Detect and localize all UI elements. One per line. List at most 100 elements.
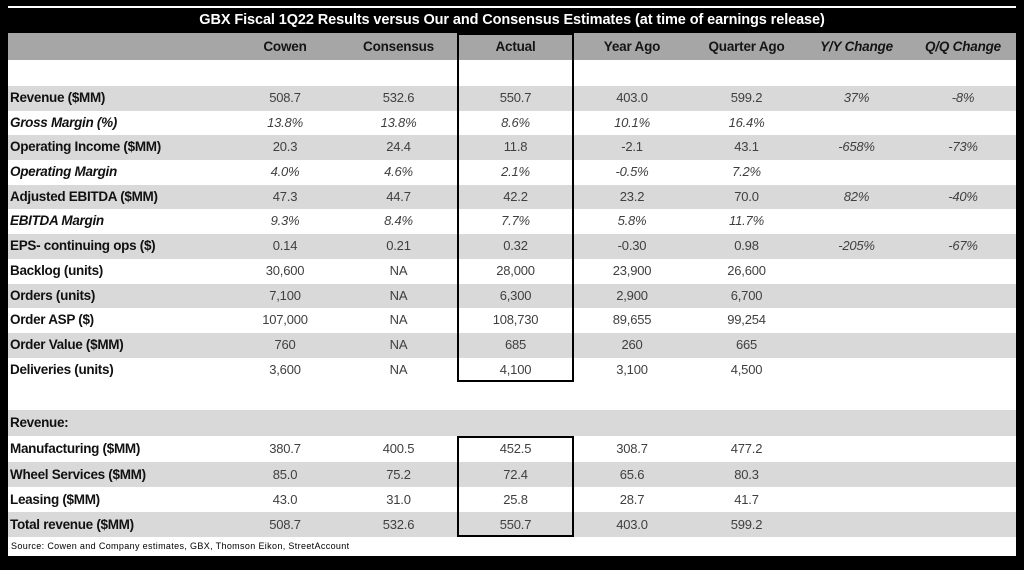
table-row: Revenue ($MM) 508.7 532.6 550.7 403.0 599.2 37…: [8, 86, 1016, 111]
table-row: Operating Margin 4.0% 4.6% 2.1% -0.5% 7.2%: [8, 160, 1016, 185]
cell-value: NA: [389, 312, 408, 328]
cell-value: 6,700: [730, 287, 763, 303]
row-label: Order ASP ($): [10, 312, 94, 328]
cell-value: 2,900: [616, 287, 648, 303]
row-label: Deliveries (units): [10, 361, 114, 377]
cell-value: [803, 358, 910, 383]
cell-value: -73%: [948, 139, 978, 155]
table-row: Total revenue ($MM) 508.7 532.6 550.7 403.0 5…: [8, 512, 1016, 538]
cell-value: [910, 111, 1016, 136]
row-label: Revenue ($MM): [10, 90, 106, 105]
cell-value: 65.6: [619, 466, 645, 482]
cell-value: 0.14: [272, 238, 298, 254]
cell-value: 685: [504, 336, 527, 352]
cell-value: 13.8%: [380, 114, 417, 130]
cell-value: 403.0: [616, 90, 648, 105]
cell-value: 23.2: [619, 188, 645, 204]
revenue-section-header: Revenue:: [8, 410, 1016, 437]
cell-value: 260: [621, 336, 643, 352]
table-row: Leasing ($MM) 43.0 31.0 25.8 28.7 41.7: [8, 486, 1016, 513]
cell-value: 28.7: [619, 491, 645, 507]
cell-value: 4.6%: [384, 164, 413, 180]
spacer-row: [8, 60, 1016, 86]
cell-value: 10.1%: [614, 114, 650, 130]
row-label: EBITDA Margin: [10, 213, 104, 229]
cell-value: 25.8: [503, 491, 528, 507]
table-row: Gross Margin (%) 13.8% 13.8% 8.6% 10.1% 16.4%: [8, 110, 1016, 136]
cell-value: 508.7: [269, 90, 301, 105]
cell-value: [910, 358, 1016, 383]
cell-value: [803, 436, 910, 461]
cell-value: [803, 308, 910, 333]
cell-value: [803, 487, 910, 512]
cell-value: 16.4%: [728, 114, 765, 130]
row-label: Operating Margin: [10, 164, 117, 180]
cell-value: 4.0%: [270, 164, 300, 180]
cell-value: 13.8%: [267, 114, 303, 130]
cell-value: 11.8: [503, 139, 528, 155]
cell-value: 0.32: [503, 238, 528, 254]
cell-value: 107,000: [262, 312, 308, 328]
cell-value: 599.2: [730, 517, 763, 533]
cell-value: 108,730: [492, 312, 539, 328]
cell-value: 599.2: [730, 90, 763, 105]
cell-value: [910, 209, 1016, 234]
column-header: Actual: [495, 39, 536, 54]
cell-value: [803, 462, 910, 487]
column-header: Cowen: [263, 39, 307, 54]
cell-value: [803, 512, 910, 537]
cell-value: 3,600: [269, 361, 301, 377]
cell-value: 7.2%: [732, 164, 761, 180]
table-row: EBITDA Margin 9.3% 8.4% 7.7% 5.8% 11.7%: [8, 209, 1016, 235]
table-row: EPS- continuing ops ($) 0.14 0.21 0.32 -0.30…: [8, 234, 1016, 259]
cell-value: 308.7: [616, 441, 648, 457]
table-row: Wheel Services ($MM) 85.0 75.2 72.4 65.6 80.3: [8, 461, 1016, 487]
cell-value: 41.7: [734, 491, 759, 507]
cell-value: [910, 487, 1016, 512]
column-header: Q/Q Change: [924, 39, 1001, 54]
cell-value: 7.7%: [501, 213, 530, 229]
cell-value: 80.3: [734, 466, 759, 482]
cell-value: -40%: [948, 188, 978, 204]
cell-value: 0.21: [386, 238, 411, 254]
cell-value: 99,254: [727, 312, 766, 328]
cell-value: 3,100: [616, 361, 648, 377]
cell-value: 532.6: [382, 90, 415, 105]
table-row: Backlog (units) 30,600 NA 28,000 23,900 26,60…: [8, 258, 1016, 284]
cell-value: 24.4: [386, 139, 411, 155]
cell-value: [910, 259, 1016, 284]
cell-value: 760: [274, 336, 296, 352]
cell-value: NA: [389, 336, 408, 352]
table-title: GBX Fiscal 1Q22 Results versus Our and C…: [8, 8, 1016, 33]
cell-value: 0.98: [734, 238, 759, 254]
row-label: Orders (units): [10, 287, 96, 303]
section-gap: [8, 382, 1016, 411]
cell-value: [910, 512, 1016, 537]
cell-value: [803, 111, 910, 136]
cell-value: 8.4%: [384, 213, 413, 229]
row-label: Gross Margin (%): [10, 114, 117, 130]
cell-value: 31.0: [386, 491, 411, 507]
cell-value: NA: [389, 262, 408, 278]
cell-value: [803, 333, 910, 358]
row-label: Adjusted EBITDA ($MM): [10, 188, 158, 204]
column-header: Quarter Ago: [708, 39, 785, 54]
row-label-header: [8, 33, 230, 60]
cell-value: 47.3: [272, 188, 298, 204]
cell-value: 43.0: [272, 491, 298, 507]
column-header: Year Ago: [603, 39, 661, 54]
cell-value: 7,100: [269, 287, 301, 303]
cell-value: 44.7: [386, 188, 411, 204]
section-label: Revenue:: [10, 415, 69, 431]
cell-value: -658%: [838, 139, 875, 155]
cell-value: 20.3: [272, 139, 298, 155]
cell-value: -67%: [948, 238, 978, 254]
cell-value: 6,300: [499, 287, 532, 303]
cell-value: 42.2: [503, 188, 528, 204]
cell-value: 532.6: [382, 517, 415, 533]
row-label: EPS- continuing ops ($): [10, 238, 156, 254]
cell-value: [910, 160, 1016, 185]
results-table: GBX Fiscal 1Q22 Results versus Our and C…: [8, 6, 1016, 557]
cell-value: -0.5%: [615, 164, 649, 180]
cell-value: 5.8%: [617, 213, 647, 229]
